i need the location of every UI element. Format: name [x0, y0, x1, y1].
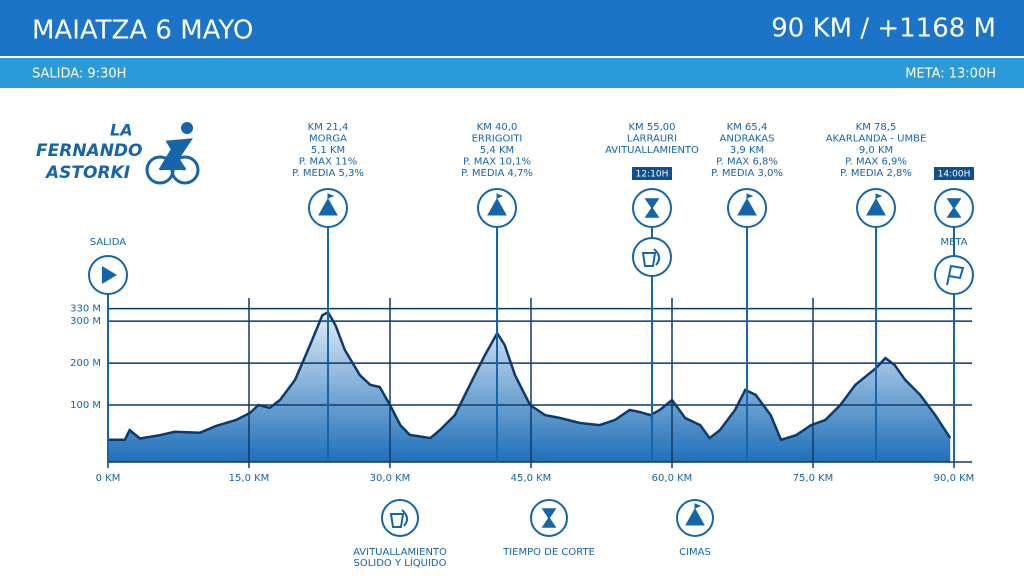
logo-text: ASTORKI [44, 163, 130, 183]
legend-text: CIMAS [679, 547, 711, 558]
legend-text: SOLIDO Y LÍQUIDO [353, 556, 446, 569]
y-tick-label: 330 M [70, 304, 101, 315]
annotation-text: P. MEDIA 2,8% [840, 168, 912, 179]
hourglass-symbol [541, 508, 557, 528]
annotation-text: P. MAX 11% [299, 157, 358, 168]
x-tick-label: 45,0 KM [511, 473, 552, 484]
info-bar [0, 58, 1024, 88]
finish-time: META: 13:00H [905, 67, 996, 82]
annotation-text: P. MAX 6,8% [716, 157, 778, 168]
annotation-text: MORGA [309, 134, 347, 145]
peak-symbol [318, 193, 338, 216]
title: MAIATZA 6 MAYO [32, 16, 253, 46]
area-fill [108, 312, 951, 462]
y-tick-label: 300 M [70, 316, 101, 327]
time-badge-text: 12:10H [636, 170, 669, 180]
annotation-text: KM 65,4 [727, 122, 768, 133]
annotation-text: KM 40,0 [477, 122, 518, 133]
annotation-text: LARRAURI [627, 134, 677, 145]
annotation-text: 3,9 KM [730, 145, 764, 156]
play-symbol [102, 266, 117, 284]
start-time: SALIDA: 9:30H [32, 67, 126, 82]
annotation-text: P. MEDIA 4,7% [461, 168, 533, 179]
x-tick-label: 75,0 KM [793, 473, 834, 484]
annotation-text: P. MAX 6,9% [845, 157, 907, 168]
hourglass-symbol [644, 198, 660, 218]
finish-label: META [940, 237, 967, 248]
annotation-text: P. MAX 10,1% [463, 157, 531, 168]
peak-symbol [866, 193, 886, 216]
peak-symbol [487, 193, 507, 216]
logo-rider [158, 138, 193, 171]
time-badge [934, 167, 974, 180]
icon-flag [934, 255, 974, 295]
hourglass-symbol [946, 198, 962, 218]
peak-symbol [737, 193, 757, 216]
legend-text: TIEMPO DE CORTE [502, 547, 595, 558]
annotation-text: P. MEDIA 5,3% [292, 168, 364, 179]
annotation-text: KM 21,4 [308, 122, 349, 133]
subtitle: 90 KM / +1168 M [771, 14, 996, 44]
legend-text: AVITUALLAMIENTO [353, 547, 447, 558]
logo-text: FERNANDO [36, 141, 143, 161]
x-tick-label: 90,0 KM [934, 473, 975, 484]
logo: LA FERNANDO ASTORKI [36, 121, 200, 185]
time-badge [632, 167, 672, 180]
annotation-text: AKARLANDA - UMBE [826, 134, 927, 145]
peak-symbol [685, 503, 705, 526]
annotation-text: KM 78,5 [856, 122, 897, 133]
y-tick-label: 200 M [70, 358, 101, 369]
start-label: SALIDA [90, 237, 126, 248]
time-badge-text: 14:00H [938, 170, 971, 180]
logo-text: LA [110, 121, 133, 140]
annotation-text: 5,4 KM [480, 145, 514, 156]
annotation-text: 9,0 KM [859, 145, 893, 156]
flag-symbol [946, 264, 965, 286]
icon-food [381, 499, 419, 537]
food-symbol [641, 248, 660, 267]
x-tick-label: 15,0 KM [229, 473, 270, 484]
icon-food [632, 237, 672, 277]
annotation-text: P. MEDIA 3,0% [711, 168, 783, 179]
annotation-text: 5,1 KM [311, 145, 345, 156]
x-tick-label: 60,0 KM [652, 473, 693, 484]
profile-line [108, 310, 952, 442]
header-bar [0, 0, 1024, 56]
annotation-text: ANDRAKAS [720, 134, 775, 145]
y-tick-label: 100 M [70, 400, 101, 411]
annotation-text: ERRIGOITI [472, 134, 523, 145]
x-tick-label: 30,0 KM [370, 473, 411, 484]
annotation-text: KM 55,00 [629, 122, 676, 133]
x-tick-label: 0 KM [96, 473, 121, 484]
food-symbol [389, 509, 408, 528]
logo-head [181, 122, 193, 134]
annotation-text: AVITUALLAMIENTO [605, 145, 699, 156]
